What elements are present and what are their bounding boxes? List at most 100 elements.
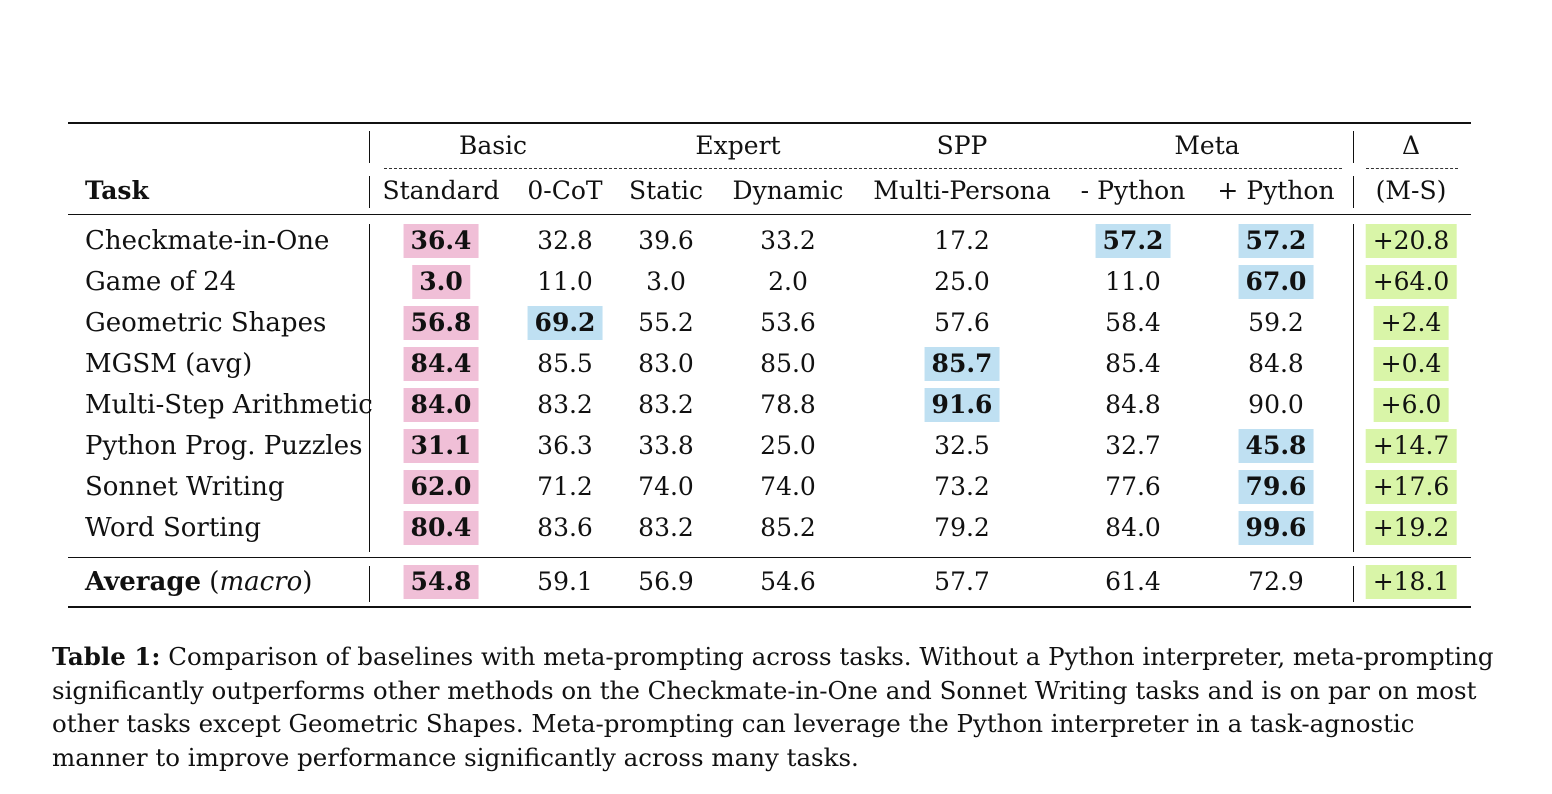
delta-column-divider <box>1353 176 1354 208</box>
cell-value: 79.6 <box>1238 470 1314 504</box>
caption-label: Table 1: <box>52 642 161 671</box>
cell-value: +6.0 <box>1373 388 1449 422</box>
cell-value: 84.0 <box>403 388 479 422</box>
cell-minus-python: 85.4 <box>1105 349 1161 378</box>
cell-dynamic: 53.6 <box>760 308 816 337</box>
cell-zero-cot: 32.8 <box>537 226 593 255</box>
cell-value: 80.4 <box>403 511 479 545</box>
cell-standard: 36.4 <box>403 224 479 258</box>
cell-multi-persona: 73.2 <box>934 472 990 501</box>
cell-delta: +64.0 <box>1365 265 1457 299</box>
cell-value: 56.8 <box>403 306 479 340</box>
cell-value: 69.2 <box>527 306 603 340</box>
cell-minus-python: 84.0 <box>1105 513 1161 542</box>
cell-zero-cot: 59.1 <box>537 567 593 596</box>
cell-standard: 84.0 <box>403 388 479 422</box>
delta-column-divider <box>1353 566 1354 602</box>
delta-column-divider <box>1353 224 1354 552</box>
cell-minus-python: 61.4 <box>1105 567 1161 596</box>
cell-static: 83.2 <box>638 390 694 419</box>
group-header-expert: Expert <box>695 131 781 160</box>
delta-column-divider <box>1353 131 1354 163</box>
cell-plus-python: 67.0 <box>1238 265 1314 299</box>
cell-standard: 84.4 <box>403 347 479 381</box>
cell-standard: 31.1 <box>403 429 479 463</box>
cell-value: +17.6 <box>1365 470 1457 504</box>
top-rule <box>68 122 1471 124</box>
column-header-minus-python: - Python <box>1080 176 1186 205</box>
cell-multi-persona: 79.2 <box>934 513 990 542</box>
column-header-standard: Standard <box>382 176 500 205</box>
cell-plus-python: 90.0 <box>1248 390 1304 419</box>
cell-value: 45.8 <box>1238 429 1314 463</box>
average-row-label: Average (macro) <box>85 567 313 597</box>
cell-plus-python: 45.8 <box>1238 429 1314 463</box>
row-task-label: Sonnet Writing <box>85 472 285 502</box>
cell-dynamic: 78.8 <box>760 390 816 419</box>
cell-zero-cot: 83.6 <box>537 513 593 542</box>
cell-plus-python: 57.2 <box>1238 224 1314 258</box>
cell-value: 54.8 <box>403 565 479 599</box>
cell-static: 74.0 <box>638 472 694 501</box>
cell-value: 57.2 <box>1238 224 1314 258</box>
cell-dynamic: 85.0 <box>760 349 816 378</box>
table-caption: Table 1: Comparison of baselines with me… <box>52 640 1502 774</box>
task-column-divider <box>369 176 370 208</box>
cell-standard: 56.8 <box>403 306 479 340</box>
cell-value: +19.2 <box>1365 511 1457 545</box>
column-header-multi-persona: Multi-Persona <box>873 176 1051 205</box>
cell-delta: +17.6 <box>1365 470 1457 504</box>
cell-delta: +2.4 <box>1373 306 1449 340</box>
cell-standard: 62.0 <box>403 470 479 504</box>
cell-value: 84.4 <box>403 347 479 381</box>
cell-value: +0.4 <box>1373 347 1449 381</box>
cell-value: +64.0 <box>1365 265 1457 299</box>
cell-value: 62.0 <box>403 470 479 504</box>
cell-delta: +14.7 <box>1365 429 1457 463</box>
cell-zero-cot: 69.2 <box>527 306 603 340</box>
header-rule <box>68 214 1471 215</box>
cell-minus-python: 32.7 <box>1105 431 1161 460</box>
group-dashed-rule <box>384 168 1342 169</box>
cell-plus-python: 84.8 <box>1248 349 1304 378</box>
group-header-delta: Δ <box>1401 131 1421 160</box>
column-header-zero-cot: 0-CoT <box>527 176 603 205</box>
row-task-label: MGSM (avg) <box>85 349 253 379</box>
cell-zero-cot: 71.2 <box>537 472 593 501</box>
cell-multi-persona: 85.7 <box>924 347 1000 381</box>
cell-dynamic: 33.2 <box>760 226 816 255</box>
cell-multi-persona: 17.2 <box>934 226 990 255</box>
cell-zero-cot: 11.0 <box>537 267 593 296</box>
bottom-rule <box>68 606 1471 608</box>
cell-value: +2.4 <box>1373 306 1449 340</box>
cell-plus-python: 59.2 <box>1248 308 1304 337</box>
cell-standard: 80.4 <box>403 511 479 545</box>
caption-text: Comparison of baselines with meta-prompt… <box>52 642 1494 772</box>
cell-minus-python: 57.2 <box>1095 224 1171 258</box>
cell-multi-persona: 32.5 <box>934 431 990 460</box>
cell-dynamic: 85.2 <box>760 513 816 542</box>
column-header-plus-python: + Python <box>1217 176 1335 205</box>
cell-zero-cot: 83.2 <box>537 390 593 419</box>
cell-static: 3.0 <box>646 267 686 296</box>
cell-standard: 54.8 <box>403 565 479 599</box>
cell-value: 57.2 <box>1095 224 1171 258</box>
group-header-basic: Basic <box>458 131 528 160</box>
row-task-label: Checkmate-in-One <box>85 226 330 256</box>
task-column-divider <box>369 566 370 602</box>
cell-value: 36.4 <box>403 224 479 258</box>
cell-multi-persona: 25.0 <box>934 267 990 296</box>
average-label: Average <box>85 567 202 597</box>
cell-multi-persona: 57.6 <box>934 308 990 337</box>
column-header-static: Static <box>628 176 704 205</box>
column-header-task: Task <box>85 176 149 205</box>
cell-value: 3.0 <box>412 265 470 299</box>
cell-value: 85.7 <box>924 347 1000 381</box>
group-header-meta: Meta <box>1174 131 1240 160</box>
row-task-label: Python Prog. Puzzles <box>85 431 363 461</box>
cell-minus-python: 11.0 <box>1105 267 1161 296</box>
cell-static: 83.0 <box>638 349 694 378</box>
cell-multi-persona: 91.6 <box>924 388 1000 422</box>
cell-value: +20.8 <box>1365 224 1457 258</box>
cell-plus-python: 79.6 <box>1238 470 1314 504</box>
